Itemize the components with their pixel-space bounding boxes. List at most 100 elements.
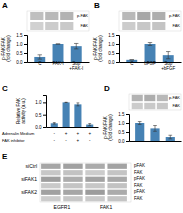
y-tick-mark [43,102,46,103]
y-tick: 0.5 [16,51,27,56]
y-axis: 0.00.51.01.5 [16,33,27,65]
x-axis-line [130,141,182,142]
error-bar [76,103,79,106]
error-bar [56,44,60,45]
blot-band [107,164,126,169]
chart-root: p-FAK FAK A 0.0 0.5 1.0 1.5 C FAK-I Sup+FAK-I p-FA… [0,0,183,213]
text-line: FAK-I [52,61,63,66]
x-tick-label: bFGF [144,61,156,66]
x-axis: CbFGFSup+bFGF [120,61,182,71]
blot-band [41,190,60,195]
error-bar [65,102,68,103]
blot-band [152,22,165,30]
blot-band [137,12,150,20]
plot-area [34,43,81,62]
bar [53,44,64,62]
bar-panel: 0.00.51.01.5p-FAK/FAK(fold change) [103,112,182,144]
x-tick-label: FAK-I [52,61,63,66]
bar [63,102,70,127]
condition-sign: - [65,138,67,143]
y-tick: 1.5 [16,33,27,38]
blot-band [107,170,126,175]
text-line: activity (a.u.) [21,98,26,124]
y-tick: 1.5 [108,33,119,38]
bar [74,104,81,127]
blot-band [45,22,58,30]
x-axis: C FAK-I Sup+FAK-I [28,61,90,71]
blot-band [41,196,60,201]
y-tick-mark [24,62,27,63]
error-bar [38,55,42,59]
blot-band [152,12,165,20]
condition-row-label: FAK inhibitor [2,138,25,143]
y-tick-mark [116,35,119,36]
blot-band [30,22,43,30]
y-tick-mark [43,115,46,116]
blot-band [137,22,150,30]
panel-title: A [2,1,8,10]
blot-band [60,12,73,20]
blot-band [107,190,126,195]
blot-band [85,177,104,182]
y-tick: 0.5 [108,51,119,56]
condition-sign: - [54,131,56,136]
y-tick-label: 1.5 [118,112,125,117]
blot-row-label: p-FAK [169,95,180,100]
blot-band [122,22,135,30]
blot-background [40,163,131,202]
plot-area [126,43,173,62]
panel-title: B [94,1,100,10]
y-axis-title: p-FAK/FAK(fold change) [93,35,103,62]
y-tick-label: 1.5 [16,33,23,38]
error-bar [88,124,91,126]
text-line: C [38,61,42,66]
y-axis-line [116,36,120,63]
bar [145,44,156,62]
condition-sign: - [89,138,91,143]
y-axis-title: p-FAK/FAK(fold change) [103,114,113,141]
text-line: +bFGF [161,66,175,71]
y-tick-label: 1.0 [118,121,125,126]
blot-band [122,12,135,20]
condition-sign: + [77,138,80,143]
blot-band [63,164,82,169]
y-tick: 1.0 [16,42,27,47]
plot-area [135,122,175,141]
blot-row-label: pFAK [134,163,145,168]
y-tick: 1.0 [35,100,46,105]
blot-band [63,170,82,175]
y-tick: 0.0 [35,125,46,130]
blot-band [85,196,104,201]
error-bar [153,126,157,132]
blot-row-label: pFAK [134,189,145,194]
blot-panel: pFAKsiCtrlFAKpFAKsiFAK1FAKpFAKsiFAK2FAKE… [21,163,145,210]
y-tick-label: 0.5 [35,113,42,118]
blot-left-label: siFAK2 [21,189,37,195]
blot-row-label: FAK [134,196,143,201]
x-tick-label: Sup+FAK-I [69,61,83,71]
y-tick-label: 0.5 [118,130,125,135]
blot-row-label: FAK [80,23,88,28]
y-tick-label: 0.0 [108,60,115,65]
y-tick-label: 0.5 [16,51,23,56]
blot-band [157,95,168,101]
blot-band [107,177,126,182]
text-line: bFGF [144,61,156,66]
panel-title: C [2,84,8,93]
x-tick-label: C [38,61,42,66]
blot-band [85,164,104,169]
blot-row-label: FAK [172,103,180,108]
error-bar [148,43,152,46]
blot-band [41,177,60,182]
y-tick: 1.0 [118,121,129,126]
panel-title: D [104,84,110,93]
error-bar [166,52,170,59]
blot-band [132,95,143,101]
y-axis: 0.0 0.5 1.0 [35,96,46,130]
y-tick: 0.0 [108,60,119,65]
y-tick-label: 1.0 [108,42,115,47]
text-line: (fold change) [6,35,11,62]
y-tick-label: 1.5 [108,33,115,38]
y-tick-mark [24,44,27,45]
blot-band [41,164,60,169]
